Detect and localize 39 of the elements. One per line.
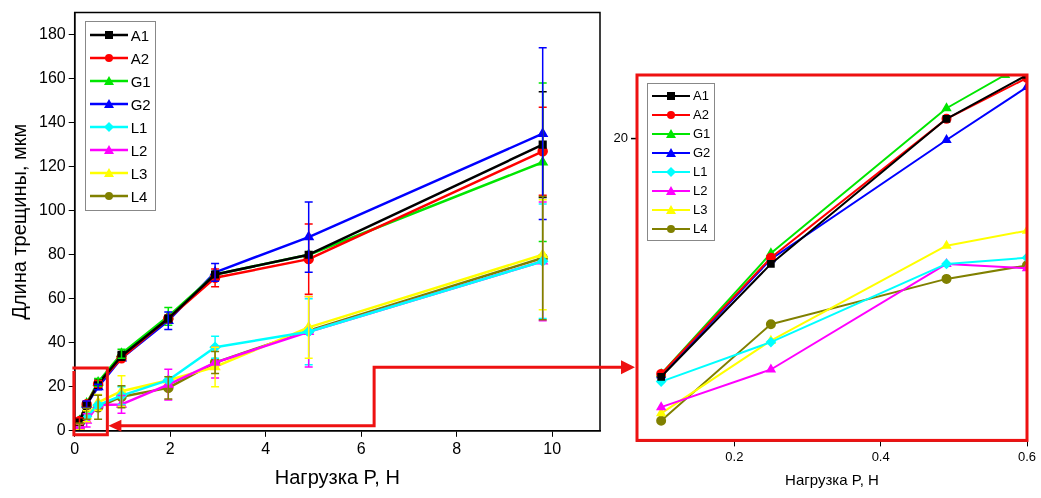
y-tick-label: 140 [38,113,66,131]
legend-label: A2 [693,107,709,122]
x-axis-title: Нагрузка P, Н [274,465,400,488]
legend-label: G1 [693,126,711,141]
x-tick-label: 10 [543,439,562,457]
x-axis-title: Нагрузка P, Н [785,471,879,489]
text: 20 [613,130,628,146]
y-tick-label: 120 [38,157,66,175]
legend-label: L1 [130,118,148,136]
x-tick-label: 2 [165,439,175,457]
y-tick-label: 60 [47,289,66,307]
y-tick-label: 160 [38,69,66,87]
x-tick-label: 0.6 [1017,448,1037,464]
legend-label: G2 [693,145,711,160]
legend-label: A1 [130,26,150,44]
legend-label: A1 [693,88,709,103]
x-tick-label: 6 [356,439,366,457]
legend-label: L4 [693,221,708,236]
legend-label: L2 [130,141,148,159]
legend-label: A2 [130,49,150,67]
legend-label: L3 [693,202,708,217]
y-tick-label: 40 [47,333,66,351]
y-tick-label: 180 [38,25,66,43]
legend-label: L2 [693,183,708,198]
x-tick-label: 4 [261,439,271,457]
legend-label: G1 [130,72,151,90]
legend-label: G2 [130,95,151,113]
y-tick-label: 0 [56,421,66,439]
x-tick-label: 0.4 [871,448,890,464]
x-tick-label: 0.2 [725,448,744,464]
y-axis-title: Длина трещины, мкм [7,123,30,320]
y-tick-label: 20 [47,377,66,395]
legend-label: L1 [693,164,708,179]
x-tick-label: 8 [452,439,462,457]
legend-label: L3 [130,164,148,182]
x-tick-label: 0 [70,439,80,457]
y-tick-label: 80 [47,245,66,263]
y-tick-label: 100 [38,201,66,219]
legend-label: L4 [130,187,148,205]
